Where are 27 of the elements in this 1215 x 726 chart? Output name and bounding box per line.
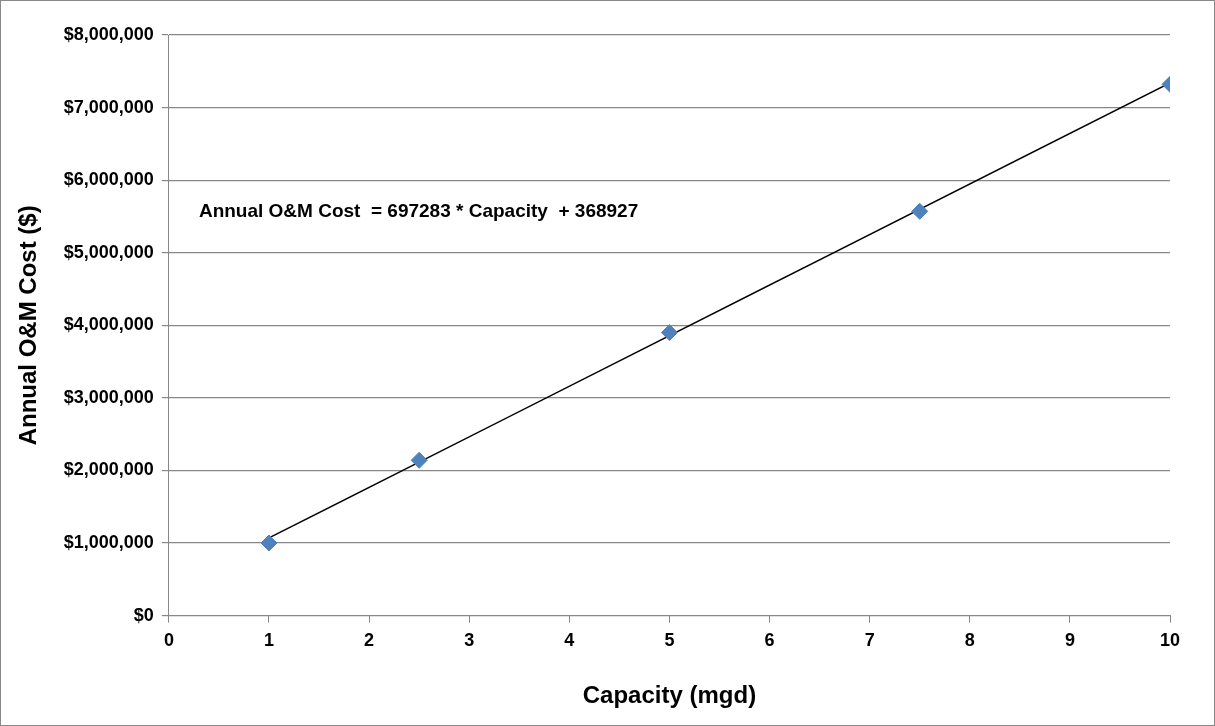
point — [260, 534, 278, 552]
y-tick-label: $2,000,000 — [63, 459, 154, 480]
x-tick-label: 10 — [1159, 630, 1181, 651]
x-tick-label: 9 — [1064, 630, 1075, 651]
x-tick-label: 7 — [864, 630, 875, 651]
x-tick-label: 1 — [263, 630, 275, 651]
x-tick-label: 8 — [964, 630, 975, 651]
annotation: Annual O&M Cost = 697283 * Capacity + 368927 — [198, 200, 639, 222]
y-tick-label: $7,000,000 — [63, 96, 154, 117]
y-tick-label: $4,000,000 — [63, 314, 154, 335]
x-tick-label: 6 — [764, 630, 775, 651]
y-axis-title: Annual O&M Cost ($) — [14, 205, 42, 446]
x-tick-label: 0 — [163, 630, 174, 651]
x-tick-label: 2 — [364, 630, 375, 651]
y-tick-label: $0 — [133, 604, 154, 625]
x-axis-title: Capacity (mgd) — [582, 681, 757, 709]
point — [660, 324, 678, 342]
y-tick-label: $3,000,000 — [63, 386, 154, 407]
point — [410, 451, 428, 469]
y-tick-label: $8,000,000 — [63, 23, 154, 44]
x-tick-label: 4 — [564, 630, 575, 651]
y-tick-label: $5,000,000 — [63, 241, 154, 262]
point — [911, 202, 929, 220]
y-tick-label: $1,000,000 — [63, 531, 154, 552]
x-tick-label: 5 — [664, 630, 675, 651]
x-tick-label: 3 — [464, 630, 475, 651]
y-tick-label: $6,000,000 — [63, 169, 154, 190]
